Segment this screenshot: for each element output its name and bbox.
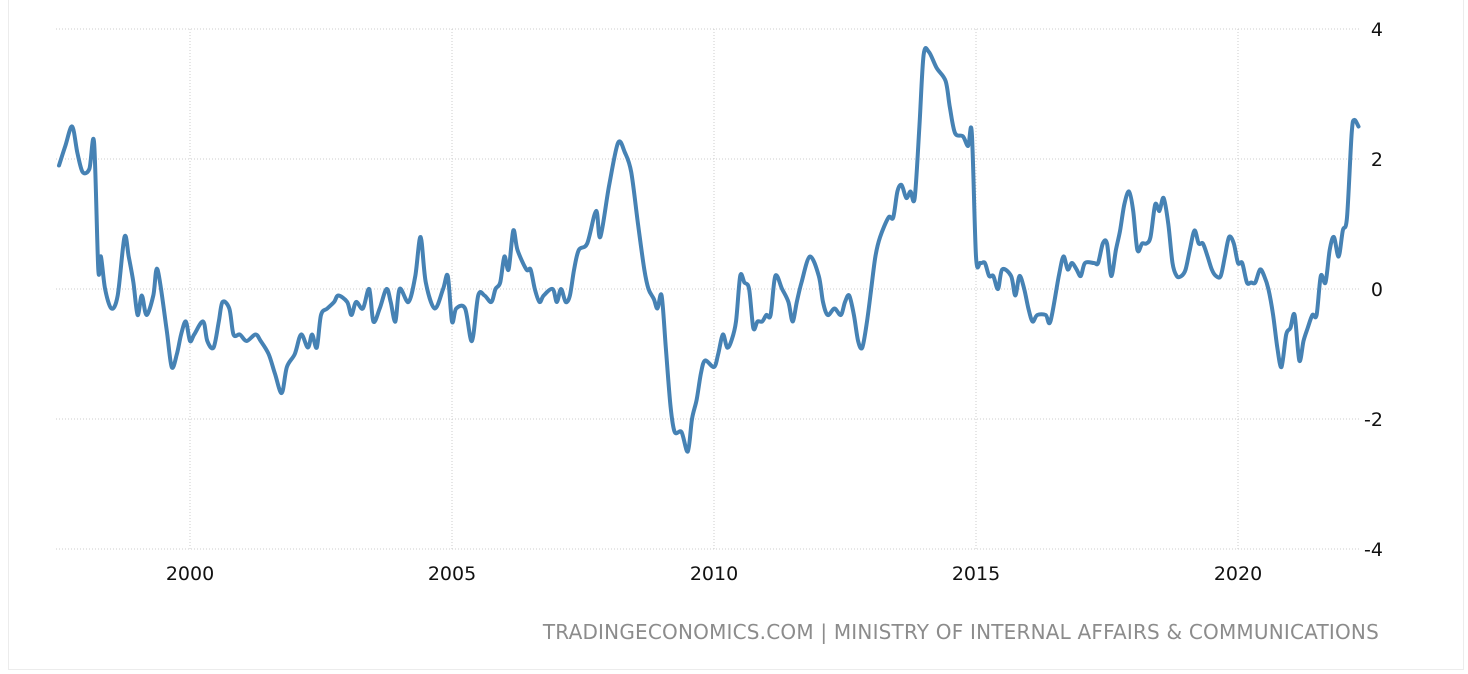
tick-label-layer: 4 2 0 -2 -4 2000 2005 2010 2015 2020 <box>166 19 1383 585</box>
x-tick-label: 2020 <box>1214 563 1262 585</box>
line-chart: 4 2 0 -2 -4 2000 2005 2010 2015 2020 <box>56 19 1383 585</box>
series-line <box>57 46 1361 454</box>
series-layer <box>57 46 1361 454</box>
grid-layer <box>56 28 1360 550</box>
x-tick-label: 2010 <box>690 563 738 585</box>
source-credit: TRADINGECONOMICS.COM | MINISTRY OF INTER… <box>542 620 1379 644</box>
chart-frame <box>8 0 1464 670</box>
y-tick-label: 2 <box>1371 149 1383 171</box>
y-tick-label: -2 <box>1364 409 1383 431</box>
y-tick-label: -4 <box>1364 539 1383 561</box>
y-tick-label: 4 <box>1371 19 1383 41</box>
x-tick-label: 2015 <box>952 563 1000 585</box>
x-tick-label: 2005 <box>428 563 476 585</box>
y-tick-label: 0 <box>1371 279 1383 301</box>
x-tick-label: 2000 <box>166 563 214 585</box>
